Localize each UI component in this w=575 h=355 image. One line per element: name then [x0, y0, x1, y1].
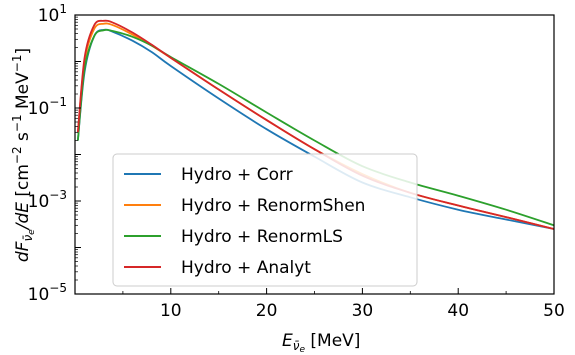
x-tick-label: 10 — [160, 301, 182, 321]
legend-label-hydro-renormshen: Hydro + RenormShen — [181, 196, 365, 216]
legend-items: Hydro + Corr Hydro + RenormShen Hydro + Re… — [124, 165, 365, 278]
series-line-hydro-renormls — [76, 28, 554, 227]
y-tick-label: 10−5 — [28, 281, 67, 305]
x-axis-label: Eν̄e [MeV] — [282, 331, 360, 355]
legend-label-hydro-analyt: Hydro + Analyt — [181, 258, 311, 278]
legend-box — [112, 153, 418, 287]
x-tick-label: 40 — [447, 301, 469, 321]
y-tick-label: 101 — [38, 2, 67, 26]
legend-label-hydro-corr: Hydro + Corr — [181, 165, 293, 185]
series-lines — [76, 19, 554, 230]
y-tick-label: 10−1 — [28, 95, 67, 119]
x-axis-ticks: 10 20 30 40 50 — [122, 288, 565, 321]
series-line-hydro-analyt — [76, 19, 554, 230]
x-tick-label: 20 — [256, 301, 278, 321]
y-axis-ticks: 10−5 10−3 10−1 101 — [28, 2, 81, 305]
y-axis-label: dFν̄e/dE [cm−2 s−1 MeV−1] — [10, 48, 37, 262]
x-tick-label: 30 — [352, 301, 374, 321]
legend: Hydro + Corr Hydro + RenormShen Hydro + Re… — [112, 153, 418, 287]
legend-label-hydro-renormls: Hydro + RenormLS — [181, 227, 343, 247]
y-tick-label: 10−3 — [28, 188, 67, 212]
x-tick-label: 50 — [543, 301, 565, 321]
